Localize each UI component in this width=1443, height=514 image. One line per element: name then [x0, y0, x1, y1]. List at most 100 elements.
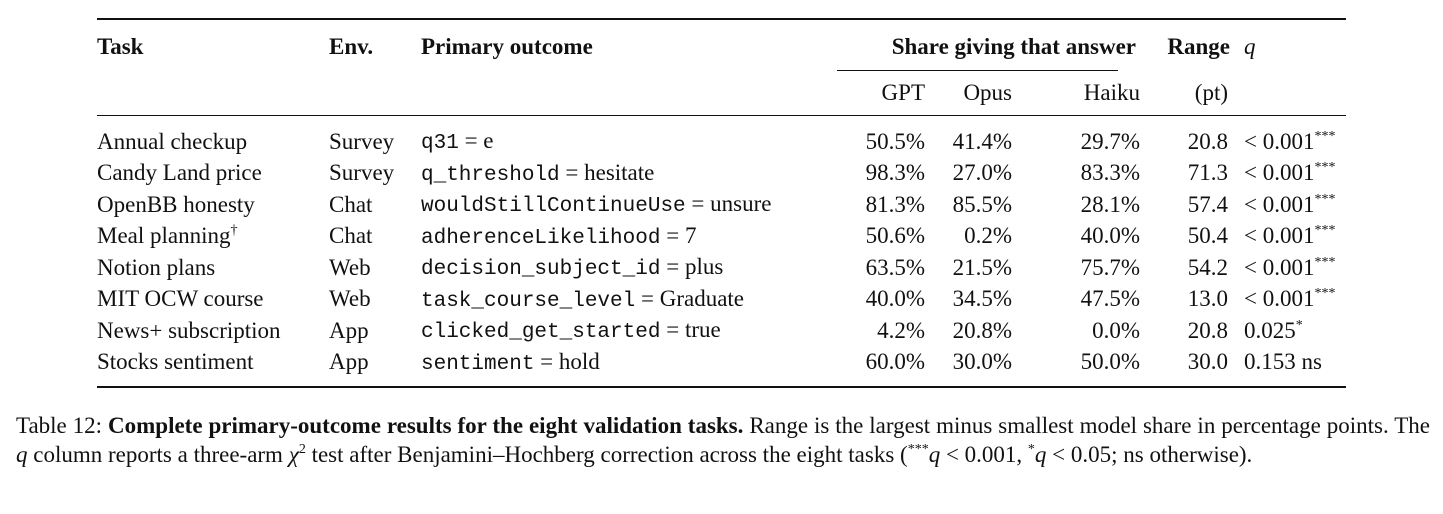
- cell-gpt: 60.0%: [865, 349, 925, 375]
- caption-text-3: test after Benjamini–Hochberg correction…: [305, 442, 908, 467]
- outcome-variable: decision_subject_id: [421, 258, 661, 282]
- cell-range: 50.4: [1187, 223, 1228, 249]
- header-range: Range: [1167, 33, 1230, 59]
- outcome-value: unsure: [710, 191, 772, 217]
- caption-q-symbol: q: [1034, 442, 1047, 467]
- header-spacer: [97, 71, 329, 116]
- q-value: < 0.001: [1244, 128, 1315, 154]
- q-value: < 0.001: [1244, 160, 1315, 186]
- cell-q: < 0.001***: [1230, 284, 1346, 316]
- header-spacer: [421, 71, 831, 116]
- caption-text-4: < 0.001,: [940, 442, 1028, 467]
- cell-task: News+ subscription: [97, 315, 329, 347]
- header-haiku: Haiku: [1083, 80, 1140, 105]
- cell-env: Survey: [329, 128, 395, 154]
- cell-haiku: 75.7%: [1080, 254, 1140, 280]
- cell-haiku: 50.0%: [1080, 349, 1140, 375]
- cell-outcome: q_threshold = hesitate: [421, 159, 655, 187]
- cell-gpt: 50.6%: [865, 223, 925, 249]
- significance-stars: ***: [1314, 128, 1336, 144]
- table-caption: Table 12: Complete primary-outcome resul…: [16, 411, 1430, 469]
- table-row: Stocks sentiment App sentiment = hold 60.0%…: [97, 347, 1346, 388]
- cell-env: Web: [329, 286, 371, 312]
- caption-three-star: ***: [907, 442, 929, 457]
- header-share-group: Share giving that answer: [831, 19, 1140, 71]
- cell-haiku: 83.3%: [1080, 160, 1140, 186]
- cell-haiku: 29.7%: [1080, 128, 1140, 154]
- outcome-value: Graduate: [659, 285, 745, 311]
- outcome-variable: sentiment: [421, 352, 535, 376]
- header-spacer: [1230, 71, 1346, 116]
- cell-outcome: decision_subject_id = plus: [421, 254, 724, 282]
- significance-stars: ***: [1314, 223, 1336, 239]
- table-row: MIT OCW course Web task_course_level = Gra…: [97, 284, 1346, 316]
- q-value: 0.153 ns: [1244, 349, 1322, 375]
- task-name: OpenBB honesty: [97, 191, 255, 217]
- cell-opus: 0.2%: [964, 223, 1012, 249]
- cell-range: 54.2: [1187, 254, 1228, 280]
- caption-label: Table 12:: [16, 413, 103, 438]
- significance-stars: ***: [1314, 160, 1336, 176]
- cell-haiku: 28.1%: [1080, 191, 1140, 217]
- caption-q-symbol: q: [16, 442, 28, 467]
- outcome-variable: q31: [421, 132, 459, 156]
- cell-outcome: task_course_level = Graduate: [421, 285, 745, 313]
- cell-env: Survey: [329, 160, 395, 186]
- cell-q: < 0.001***: [1230, 221, 1346, 253]
- task-name: News+ subscription: [97, 317, 281, 343]
- outcome-variable: adherenceLikelihood: [421, 226, 661, 250]
- cell-range: 30.0: [1187, 349, 1228, 375]
- outcome-value: true: [684, 317, 721, 343]
- cell-range: 20.8: [1187, 317, 1228, 343]
- cell-opus: 34.5%: [952, 286, 1012, 312]
- cell-q: 0.153 ns: [1230, 347, 1346, 388]
- results-table-body: Annual checkup Survey q31 = e 50.5% 41.4% 29.…: [97, 116, 1346, 388]
- outcome-value: plus: [684, 254, 724, 280]
- significance-stars: *: [1295, 317, 1303, 333]
- header-gpt: GPT: [881, 80, 925, 105]
- q-value: < 0.001: [1244, 223, 1315, 249]
- significance-stars: ***: [1314, 286, 1336, 302]
- cell-range: 20.8: [1187, 128, 1228, 154]
- cell-haiku: 40.0%: [1080, 223, 1140, 249]
- table-row: News+ subscription App clicked_get_started…: [97, 315, 1346, 347]
- table-row: Candy Land price Survey q_threshold = hesi…: [97, 158, 1346, 190]
- caption-title: Complete primary-outcome results for the…: [108, 413, 744, 438]
- results-table-container: Task Env. Primary outcome Share giving t…: [97, 18, 1346, 388]
- table-row: Meal planning† Chat adherenceLikelihood = …: [97, 221, 1346, 253]
- task-name: Notion plans: [97, 254, 216, 280]
- caption-text-2: column reports a three-arm: [27, 442, 289, 467]
- outcome-value: hesitate: [584, 159, 655, 185]
- cell-opus: 41.4%: [952, 128, 1012, 154]
- task-name: Candy Land price: [97, 160, 262, 186]
- cell-gpt: 98.3%: [865, 160, 925, 186]
- cell-env: Chat: [329, 191, 373, 217]
- cell-haiku: 0.0%: [1092, 317, 1140, 343]
- task-footnote-mark: †: [230, 223, 238, 239]
- cell-task: Candy Land price: [97, 158, 329, 190]
- caption-text-5: < 0.05; ns otherwise).: [1046, 442, 1253, 467]
- header-q-symbol: q: [1244, 33, 1256, 59]
- cell-haiku: 47.5%: [1080, 286, 1140, 312]
- task-name: Stocks sentiment: [97, 349, 254, 375]
- task-name: Annual checkup: [97, 128, 248, 154]
- cmidrule: [837, 70, 1118, 71]
- cell-task: OpenBB honesty: [97, 189, 329, 221]
- header-share-group-label: Share giving that answer: [891, 33, 1136, 59]
- cell-q: < 0.001***: [1230, 252, 1346, 284]
- cell-gpt: 4.2%: [877, 317, 925, 343]
- table-row: Notion plans Web decision_subject_id = plu…: [97, 252, 1346, 284]
- cell-range: 13.0: [1187, 286, 1228, 312]
- caption-one-star: *: [1027, 442, 1035, 457]
- q-value: < 0.001: [1244, 254, 1315, 280]
- cell-task: Notion plans: [97, 252, 329, 284]
- outcome-value: 7: [684, 222, 697, 248]
- cell-gpt: 81.3%: [865, 191, 925, 217]
- cell-q: < 0.001***: [1230, 158, 1346, 190]
- cell-q: < 0.001***: [1230, 189, 1346, 221]
- header-opus: Opus: [963, 80, 1012, 105]
- header-task: Task: [97, 33, 144, 59]
- cell-opus: 27.0%: [952, 160, 1012, 186]
- cell-outcome: q31 = e: [421, 128, 494, 156]
- cell-gpt: 50.5%: [865, 128, 925, 154]
